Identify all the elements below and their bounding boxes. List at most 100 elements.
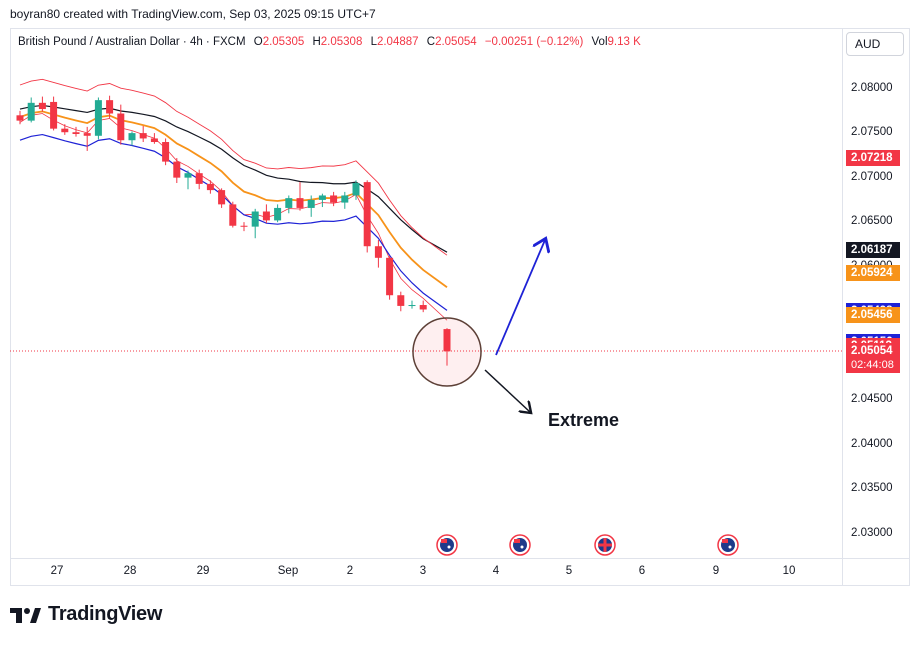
candle — [408, 300, 416, 309]
candle-body — [195, 173, 203, 184]
price-label: 2.05054 02:44:08 — [846, 342, 900, 373]
price-axis-tick: 2.04500 — [851, 393, 893, 406]
tradingview-logo-icon — [10, 607, 41, 623]
candle-body — [352, 182, 360, 196]
close-value: 2.05054 — [435, 36, 477, 48]
price-label: 2.06187 — [846, 242, 900, 259]
candle — [83, 126, 91, 151]
candle — [274, 204, 282, 223]
candle — [94, 97, 102, 140]
candle — [296, 182, 304, 211]
time-axis-tick: 6 — [638, 565, 646, 577]
candle-body — [251, 211, 259, 227]
tradingview-logo: TradingView — [10, 603, 162, 626]
candle-body — [139, 133, 147, 139]
change-value: −0.00251 (−0.12%) — [484, 36, 584, 48]
price-axis-tick: 2.08000 — [851, 81, 893, 94]
high-label: H — [312, 36, 321, 48]
uk-flag-icon[interactable] — [594, 534, 616, 556]
down-arrow — [484, 369, 530, 412]
candle — [240, 222, 248, 232]
candle-body — [274, 207, 282, 221]
candle — [218, 188, 226, 208]
candle — [61, 124, 69, 135]
open-label: O — [253, 36, 263, 48]
time-axis-tick: 2 — [346, 565, 354, 577]
price-label-value: 2.05924 — [851, 267, 893, 280]
candle — [397, 291, 405, 312]
candle — [195, 169, 203, 190]
candle — [139, 125, 147, 143]
candle-body — [128, 133, 136, 141]
price-label-value: 2.05456 — [851, 309, 893, 322]
candle-body — [262, 211, 270, 221]
candle — [16, 110, 24, 125]
time-axis-tick: 28 — [123, 565, 137, 577]
candle — [318, 193, 326, 208]
candle — [27, 97, 35, 123]
candle-body — [117, 113, 125, 141]
candle-body — [443, 329, 451, 352]
price-axis-divider — [842, 28, 843, 586]
price-label-value: 2.06187 — [851, 244, 893, 257]
candle-body — [240, 225, 248, 227]
candle — [363, 180, 371, 253]
time-axis-tick: 4 — [492, 565, 500, 577]
time-axis-tick: Sep — [277, 565, 299, 577]
time-axis-tick: 29 — [196, 565, 210, 577]
upper-band-line — [19, 78, 448, 256]
low-label: L — [370, 36, 377, 48]
au-flag-icon[interactable] — [717, 534, 739, 556]
candle — [50, 96, 58, 131]
au-flag-icon[interactable] — [509, 534, 531, 556]
tradingview-brand: TradingView — [48, 603, 163, 625]
price-axis-tick: 2.04000 — [851, 437, 893, 450]
candle-body — [83, 133, 91, 136]
candle — [162, 138, 170, 166]
au-flag-icon[interactable] — [436, 534, 458, 556]
candle-body — [386, 257, 394, 296]
candle-body — [229, 204, 237, 226]
candle — [419, 300, 427, 313]
candle — [106, 95, 114, 118]
price-label: 2.07218 — [846, 150, 900, 167]
candle-body — [307, 199, 315, 208]
time-axis-tick: 5 — [565, 565, 573, 577]
candle-body — [408, 305, 416, 307]
price-axis-tick: 2.07000 — [851, 170, 893, 183]
chart-credit: boyran80 created with TradingView.com, S… — [10, 7, 376, 21]
currency-button[interactable]: AUD — [846, 32, 904, 56]
candle — [117, 104, 125, 145]
candle — [184, 170, 192, 190]
candle-body — [150, 138, 158, 143]
candle-body — [72, 132, 80, 134]
candle — [173, 158, 181, 183]
up-arrow — [495, 240, 545, 356]
candle-body — [419, 305, 427, 310]
bar-countdown: 02:44:08 — [851, 358, 894, 371]
price-axis-tick: 2.07500 — [851, 126, 893, 139]
candle — [341, 191, 349, 209]
time-axis-tick: 10 — [782, 565, 796, 577]
candle — [307, 195, 315, 217]
extreme-annotation: Extreme — [548, 410, 620, 430]
candle — [374, 240, 382, 268]
candle-body — [94, 100, 102, 136]
price-label-value: 2.07218 — [851, 152, 893, 165]
close-label: C — [426, 36, 436, 48]
candle — [443, 328, 451, 366]
price-label: 2.05456 — [846, 307, 900, 324]
candle-body — [106, 100, 114, 114]
high-value: 2.05308 — [320, 36, 363, 48]
candle-body — [38, 102, 46, 110]
price-axis-tick: 2.06500 — [851, 215, 893, 228]
candle-body — [341, 195, 349, 203]
candle-body — [61, 128, 69, 133]
candle — [150, 133, 158, 144]
candle — [251, 208, 259, 239]
candle-body — [296, 198, 304, 208]
candle-body — [330, 195, 338, 203]
candle — [330, 191, 338, 207]
price-axis-tick: 2.03000 — [851, 526, 893, 539]
